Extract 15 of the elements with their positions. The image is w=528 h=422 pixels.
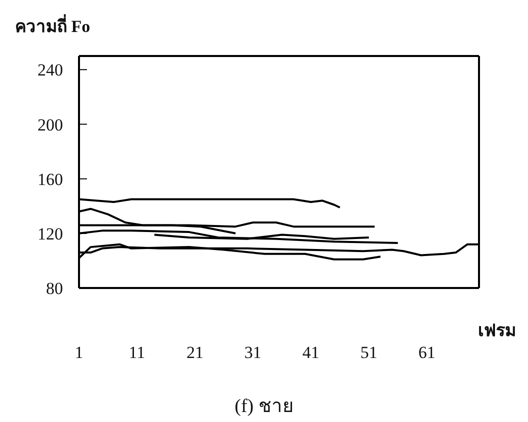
x-tick-label: 51: [360, 343, 378, 362]
x-tick-label: 61: [418, 343, 436, 362]
x-tick-label: 1: [74, 343, 84, 362]
text: (f) ชาย: [234, 395, 294, 419]
y-axis-title: ความถี่ Fo: [15, 13, 90, 38]
x-tick-label: 21: [186, 343, 204, 362]
y-tick-label: 80: [46, 279, 63, 298]
x-tick-label: 41: [302, 343, 320, 362]
x-axis-title: เฟรม: [478, 320, 516, 342]
y-tick-label: 240: [38, 60, 63, 80]
y-tick-label: 200: [38, 115, 63, 134]
y-tick-label: 120: [38, 224, 63, 244]
x-tick-label: 31: [244, 343, 262, 362]
y-tick-label: 160: [38, 170, 63, 189]
x-tick-label: 11: [128, 343, 146, 362]
